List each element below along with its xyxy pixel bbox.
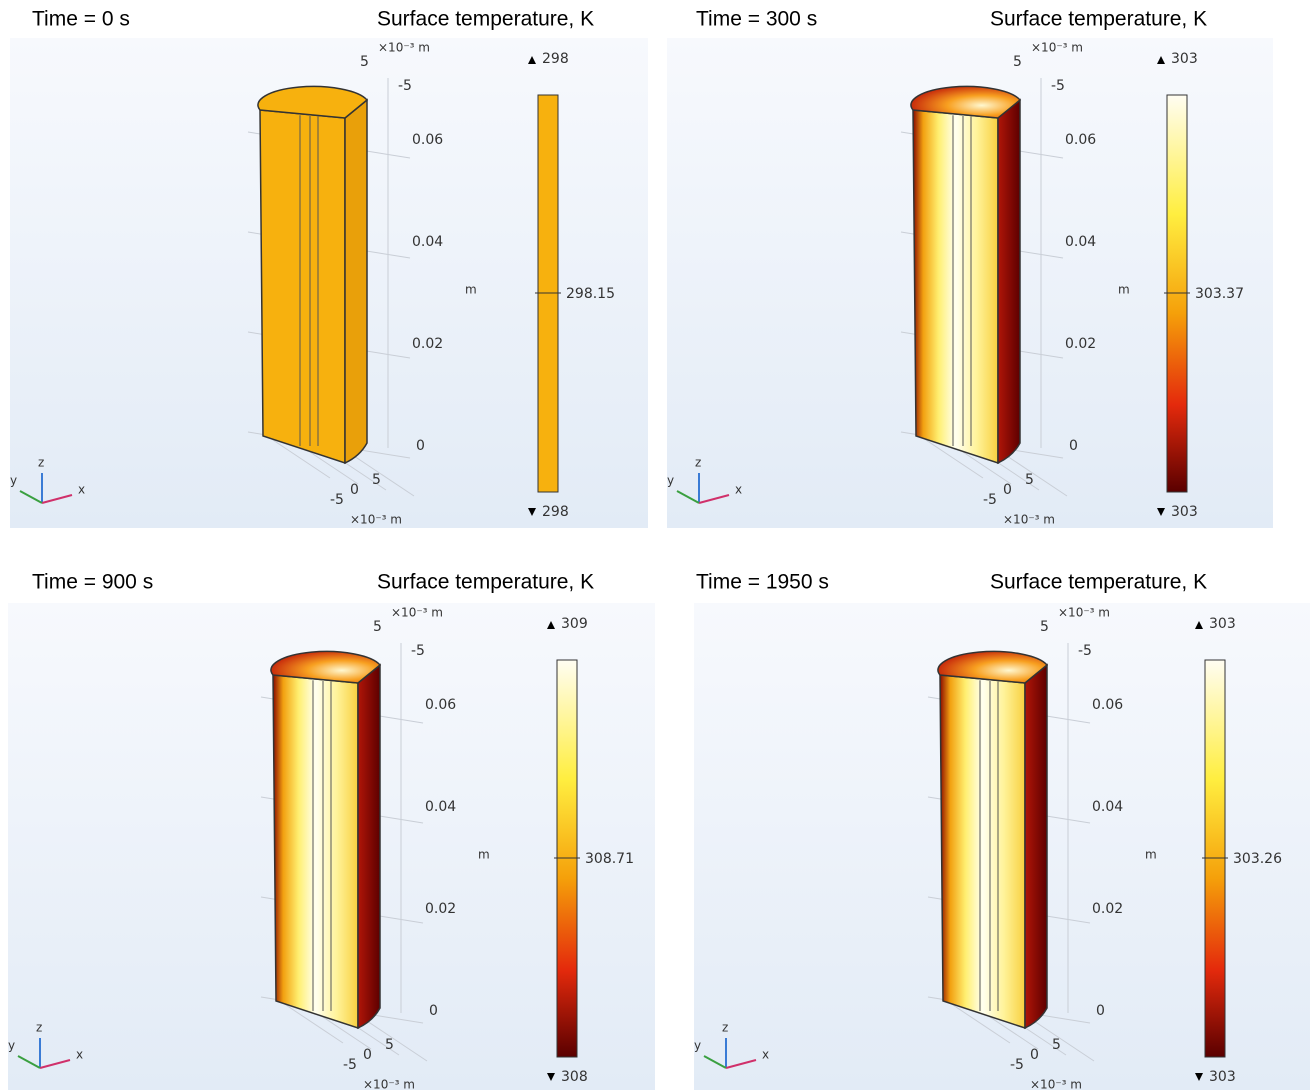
time-label: Time = 0 s <box>32 8 130 31</box>
cylinder-front <box>913 110 998 463</box>
axis-tick-label: 0 <box>1096 1003 1105 1019</box>
axis-tick-label: 5 <box>360 54 369 70</box>
colorbar-mid: 308.71 <box>585 851 634 867</box>
colorbar-max: 303 <box>1209 616 1236 632</box>
axis-scale: ×10⁻³ m <box>391 606 443 620</box>
axis-tick-label: 0.04 <box>1065 234 1096 250</box>
axis-scale: ×10⁻³ m <box>1003 513 1055 527</box>
cylinder-side <box>345 100 367 463</box>
axis-tick-label: 0.04 <box>1092 799 1123 815</box>
colorbar-min: 298 <box>542 504 569 520</box>
axis-scale: ×10⁻³ m <box>378 41 430 55</box>
axis-tick-label: 0 <box>350 482 359 498</box>
axis-tick-label: -5 <box>343 1057 357 1073</box>
colorbar-min: 303 <box>1209 1069 1236 1085</box>
time-label: Time = 1950 s <box>696 571 829 594</box>
axis-tick-label: 0.06 <box>1092 697 1123 713</box>
colorbar-min: 303 <box>1171 504 1198 520</box>
colorbar-max: 298 <box>542 51 569 67</box>
axis-unit: m <box>478 848 490 862</box>
colorbar-min: 308 <box>561 1069 588 1085</box>
axis-tick-label: -5 <box>1010 1057 1024 1073</box>
cylinder-front <box>260 110 345 463</box>
axis-tick-label: -5 <box>983 492 997 508</box>
axis-tick-label: 0.02 <box>412 336 443 352</box>
cylinder-front <box>273 675 358 1028</box>
axis-unit: m <box>1145 848 1157 862</box>
triad-label: z <box>36 1021 42 1035</box>
axis-tick-label: 0.02 <box>1065 336 1096 352</box>
axis-tick-label: -5 <box>398 78 412 94</box>
cylinder-side <box>998 100 1020 463</box>
axis-tick-label: 0.04 <box>412 234 443 250</box>
axis-scale: ×10⁻³ m <box>363 1078 415 1092</box>
axis-tick-label: 5 <box>1025 472 1034 488</box>
colorbar-max: 303 <box>1171 51 1198 67</box>
colorbar-mid: 303.26 <box>1233 851 1282 867</box>
axis-tick-label: 5 <box>385 1037 394 1053</box>
plot-title: Surface temperature, K <box>990 571 1207 594</box>
triad-label: x <box>78 483 85 497</box>
triad-label: x <box>76 1048 83 1062</box>
axis-scale: ×10⁻³ m <box>1031 41 1083 55</box>
axis-tick-label: 0.06 <box>1065 132 1096 148</box>
colorbar-mid: 303.37 <box>1195 286 1244 302</box>
axis-tick-label: 0 <box>363 1047 372 1063</box>
figure: Time = 0 s Surface temperature, K ×10⁻³ m 5… <box>0 0 1312 1092</box>
triad-label: z <box>695 456 701 470</box>
triad-label: y <box>694 1039 701 1053</box>
axis-tick-label: 5 <box>1013 54 1022 70</box>
axis-tick-label: 0 <box>1069 438 1078 454</box>
axis-tick-label: 0.04 <box>425 799 456 815</box>
axis-tick-label: 0 <box>1030 1047 1039 1063</box>
axis-tick-label: -5 <box>1051 78 1065 94</box>
triad-label: z <box>722 1021 728 1035</box>
axis-tick-label: 0.02 <box>425 901 456 917</box>
triad-label: x <box>762 1048 769 1062</box>
axis-tick-label: -5 <box>1078 643 1092 659</box>
axis-scale: ×10⁻³ m <box>1030 1078 1082 1092</box>
axis-scale: ×10⁻³ m <box>1058 606 1110 620</box>
axis-tick-label: 5 <box>373 619 382 635</box>
triad-label: x <box>735 483 742 497</box>
axis-unit: m <box>1118 283 1130 297</box>
axis-scale: ×10⁻³ m <box>350 513 402 527</box>
axis-unit: m <box>465 283 477 297</box>
axis-tick-label: 5 <box>1052 1037 1061 1053</box>
cylinder-side <box>358 665 380 1028</box>
triad-label: y <box>667 474 674 488</box>
axis-tick-label: 0.06 <box>412 132 443 148</box>
triad-label: y <box>10 474 17 488</box>
triad-label: z <box>38 456 44 470</box>
axis-tick-label: -5 <box>330 492 344 508</box>
axis-tick-label: 0 <box>1003 482 1012 498</box>
colorbar-mid: 298.15 <box>566 286 615 302</box>
colorbar-max: 309 <box>561 616 588 632</box>
axis-tick-label: 5 <box>1040 619 1049 635</box>
plot-title: Surface temperature, K <box>990 8 1207 31</box>
cylinder-side <box>1025 665 1047 1028</box>
axis-tick-label: 0 <box>429 1003 438 1019</box>
time-label: Time = 300 s <box>696 8 817 31</box>
axis-tick-label: 0 <box>416 438 425 454</box>
plot-title: Surface temperature, K <box>377 8 594 31</box>
time-label: Time = 900 s <box>32 571 153 594</box>
axis-tick-label: 0.02 <box>1092 901 1123 917</box>
cylinder-front <box>940 675 1025 1028</box>
axis-tick-label: 5 <box>372 472 381 488</box>
axis-tick-label: -5 <box>411 643 425 659</box>
axis-tick-label: 0.06 <box>425 697 456 713</box>
plot-title: Surface temperature, K <box>377 571 594 594</box>
triad-label: y <box>8 1039 15 1053</box>
